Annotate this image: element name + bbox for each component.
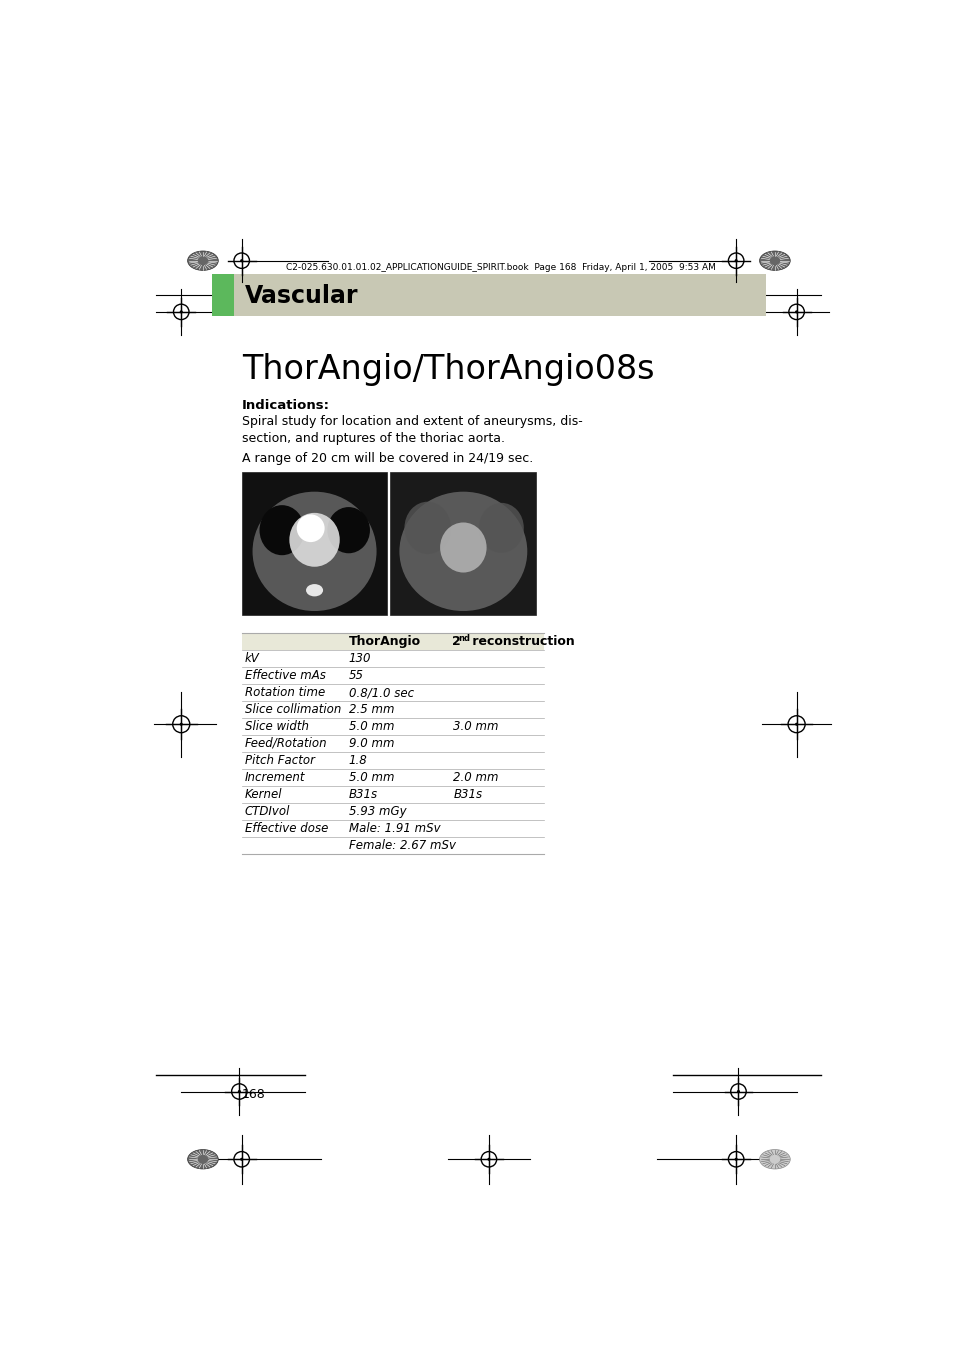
Text: 3.0 mm: 3.0 mm (453, 720, 498, 734)
Text: reconstruction: reconstruction (468, 635, 574, 648)
Text: Effective dose: Effective dose (245, 821, 328, 835)
Ellipse shape (399, 492, 527, 611)
Circle shape (237, 1090, 241, 1093)
Ellipse shape (259, 505, 304, 555)
Text: ThorAngio/ThorAngio08s: ThorAngio/ThorAngio08s (241, 353, 654, 386)
Bar (241, 473, 387, 615)
Text: 9.0 mm: 9.0 mm (348, 736, 394, 750)
Text: 168: 168 (241, 1089, 265, 1101)
Text: Rotation time: Rotation time (245, 686, 325, 700)
Text: 2.0 mm: 2.0 mm (453, 771, 498, 784)
Text: Effective mAs: Effective mAs (245, 669, 325, 682)
Text: 2: 2 (452, 635, 460, 648)
Text: Indications:: Indications: (241, 400, 330, 412)
Ellipse shape (404, 501, 451, 554)
Text: B31s: B31s (453, 788, 482, 801)
Circle shape (794, 311, 798, 313)
Bar (241, 634, 543, 650)
Ellipse shape (289, 513, 339, 567)
Text: 5.0 mm: 5.0 mm (348, 720, 394, 734)
Circle shape (179, 723, 183, 725)
Text: Female: 2.67 mSv: Female: 2.67 mSv (348, 839, 456, 851)
Text: 5.0 mm: 5.0 mm (348, 771, 394, 784)
Circle shape (734, 1158, 737, 1161)
Circle shape (240, 1158, 243, 1161)
Text: B31s: B31s (348, 788, 377, 801)
Text: Pitch Factor: Pitch Factor (245, 754, 314, 767)
Text: ThorAngio: ThorAngio (348, 635, 420, 648)
Circle shape (296, 515, 324, 542)
Text: Vascular: Vascular (245, 285, 358, 308)
Circle shape (736, 1090, 740, 1093)
Ellipse shape (306, 584, 323, 596)
Text: Slice collimation: Slice collimation (245, 703, 341, 716)
Circle shape (734, 259, 737, 262)
Text: A range of 20 cm will be covered in 24/19 sec.: A range of 20 cm will be covered in 24/1… (241, 451, 533, 465)
Ellipse shape (188, 251, 218, 270)
Text: Increment: Increment (245, 771, 305, 784)
Text: C2-025.630.01.01.02_APPLICATIONGUIDE_SPIRIT.book  Page 168  Friday, April 1, 200: C2-025.630.01.01.02_APPLICATIONGUIDE_SPI… (286, 263, 715, 273)
Text: kV: kV (245, 653, 259, 665)
Ellipse shape (188, 1150, 218, 1169)
Text: nd: nd (458, 634, 470, 643)
Text: 5.93 mGy: 5.93 mGy (348, 805, 406, 817)
Text: Spiral study for location and extent of aneurysms, dis-
section, and ruptures of: Spiral study for location and extent of … (241, 415, 582, 446)
Circle shape (487, 1158, 490, 1161)
Bar (390, 473, 536, 615)
Circle shape (240, 259, 243, 262)
Bar (212, 274, 765, 316)
Ellipse shape (327, 507, 370, 554)
Text: 55: 55 (348, 669, 363, 682)
Circle shape (179, 311, 183, 313)
Ellipse shape (759, 1150, 789, 1169)
Circle shape (794, 723, 798, 725)
Ellipse shape (478, 503, 523, 553)
Text: Kernel: Kernel (245, 788, 282, 801)
Text: CTDIvol: CTDIvol (245, 805, 290, 817)
Ellipse shape (439, 523, 486, 573)
Text: 1.8: 1.8 (348, 754, 367, 767)
Text: Feed/Rotation: Feed/Rotation (245, 736, 327, 750)
Ellipse shape (253, 492, 376, 611)
Text: Slice width: Slice width (245, 720, 309, 734)
Text: Male: 1.91 mSv: Male: 1.91 mSv (348, 821, 440, 835)
Bar (212, 274, 233, 316)
Ellipse shape (759, 251, 789, 270)
Text: 2.5 mm: 2.5 mm (348, 703, 394, 716)
Text: 0.8/1.0 sec: 0.8/1.0 sec (348, 686, 414, 700)
Text: 130: 130 (348, 653, 371, 665)
